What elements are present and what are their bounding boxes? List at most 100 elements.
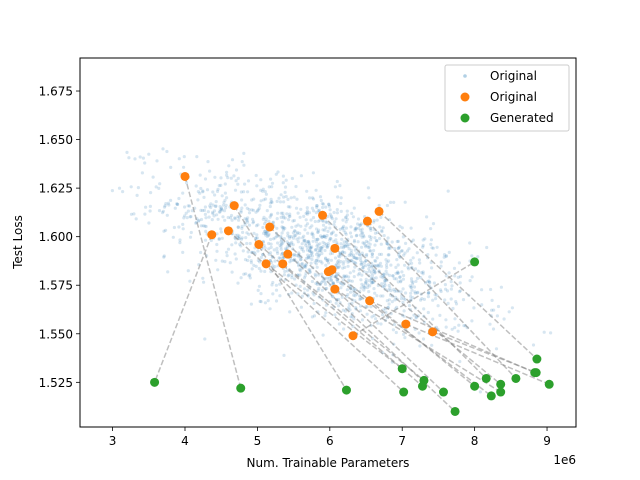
cloud-point [388, 286, 392, 290]
cloud-point [394, 330, 398, 335]
cloud-point [362, 241, 366, 245]
cloud-point [490, 308, 494, 312]
cloud-point [335, 262, 339, 266]
cloud-point [304, 256, 308, 261]
cloud-point [358, 233, 363, 237]
cloud-point [343, 265, 347, 269]
cloud-point [311, 171, 315, 175]
cloud-point [288, 260, 292, 264]
cloud-point [290, 291, 294, 295]
cloud-point [340, 295, 344, 299]
cloud-point [313, 272, 317, 276]
cloud-point [244, 236, 248, 240]
cloud-point [314, 211, 318, 215]
cloud-point [232, 174, 236, 178]
cloud-point [359, 304, 363, 308]
cloud-point [250, 208, 254, 212]
cloud-point [351, 215, 355, 219]
cloud-point [420, 297, 424, 301]
cloud-point [446, 189, 450, 193]
cloud-point [409, 294, 413, 299]
cloud-point [400, 249, 404, 253]
cloud-point [140, 171, 144, 175]
cloud-point [293, 277, 297, 281]
cloud-point [270, 181, 275, 185]
cloud-point [408, 284, 412, 288]
cloud-point [294, 184, 298, 189]
cloud-point [283, 269, 287, 274]
cloud-point [177, 157, 181, 161]
cloud-point [495, 314, 499, 318]
cloud-point [275, 226, 279, 230]
cloud-point [245, 206, 249, 210]
cloud-point [341, 246, 345, 250]
cloud-point [247, 208, 251, 212]
cloud-point [291, 253, 296, 257]
cloud-point [310, 257, 314, 262]
cloud-point [366, 283, 370, 287]
cloud-point [338, 184, 342, 188]
cloud-point [236, 233, 240, 237]
y-tick-label: 1.650 [39, 133, 73, 147]
cloud-point [324, 205, 328, 209]
original-point [207, 230, 217, 240]
cloud-point [341, 262, 345, 266]
cloud-point [410, 279, 414, 283]
cloud-point [155, 159, 159, 163]
cloud-point [310, 279, 314, 284]
cloud-point [337, 254, 341, 258]
cloud-point [267, 247, 271, 251]
cloud-point [301, 246, 305, 250]
cloud-point [369, 235, 373, 239]
cloud-point [247, 211, 252, 215]
cloud-point [202, 208, 207, 212]
cloud-point [317, 228, 321, 232]
cloud-point [374, 239, 378, 243]
cloud-point [291, 243, 295, 247]
cloud-point [393, 247, 397, 251]
cloud-point [363, 286, 367, 290]
cloud-point [244, 272, 248, 276]
cloud-point [310, 315, 314, 319]
cloud-point [302, 239, 306, 243]
generated-point [486, 391, 496, 401]
cloud-point [320, 288, 324, 292]
cloud-point [278, 256, 282, 260]
cloud-point [283, 185, 288, 189]
connector-line [322, 214, 487, 379]
cloud-point [311, 233, 315, 237]
cloud-point [361, 266, 365, 270]
cloud-point [240, 198, 244, 202]
cloud-point [308, 248, 312, 253]
cloud-point [298, 215, 302, 219]
cloud-point [335, 273, 339, 277]
cloud-point [330, 251, 335, 255]
connector-line [184, 176, 242, 389]
cloud-point [373, 231, 378, 235]
cloud-point [418, 344, 422, 348]
cloud-point [184, 211, 188, 215]
cloud-point [181, 222, 185, 226]
cloud-point [378, 225, 382, 229]
cloud-point [342, 274, 346, 278]
cloud-point [269, 212, 273, 216]
cloud-point [341, 266, 345, 270]
cloud-point [186, 269, 190, 273]
series-markers [150, 171, 554, 416]
cloud-point [370, 273, 374, 278]
cloud-point [359, 258, 363, 262]
cloud-point [347, 253, 351, 258]
cloud-point [416, 269, 420, 273]
cloud-point [215, 213, 219, 217]
cloud-point [458, 274, 463, 279]
cloud-point [258, 299, 262, 303]
cloud-point [247, 223, 252, 227]
cloud-point [439, 260, 443, 264]
cloud-point [421, 245, 425, 249]
cloud-point [294, 206, 299, 210]
connector-line [432, 331, 537, 374]
cloud-point [510, 306, 514, 310]
cloud-point [394, 271, 398, 275]
cloud-point [444, 318, 448, 322]
cloud-point [385, 272, 389, 276]
